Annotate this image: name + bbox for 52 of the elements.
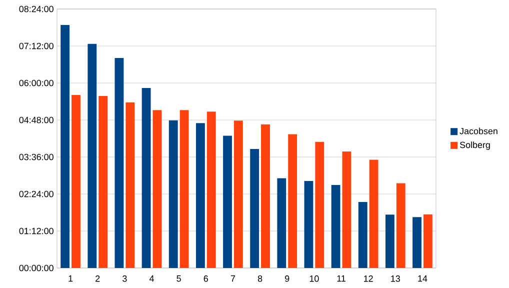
x-tick-label: 8 [258,275,262,282]
legend-label: Jacobsen [460,128,498,134]
bar [223,136,232,268]
bar [126,102,135,268]
x-tick-label: 11 [337,275,346,282]
bar [114,58,124,268]
legend-label: Solberg [460,141,490,150]
bar [385,214,394,268]
y-tick-label: 07:12:00 [19,42,54,50]
bar [196,123,205,268]
bar [152,110,162,268]
y-tick-label: 00:00:00 [19,264,54,272]
bar [315,142,324,268]
bar [88,44,97,268]
bar [234,120,243,268]
bar [396,183,406,268]
x-tick-label: 4 [149,275,154,282]
x-tick-label: 5 [176,275,181,282]
bar [180,110,189,268]
bar [261,124,270,268]
bar [250,148,260,268]
bar [331,185,340,268]
x-tick-label: 13 [391,275,400,282]
x-tick-label: 9 [285,275,290,282]
x-tick-label: 3 [122,275,127,282]
bar [358,202,368,268]
y-tick-label: 06:00:00 [19,80,54,86]
bar [206,112,216,268]
bar [72,95,80,268]
x-tick-label: 2 [96,275,100,282]
bar [288,134,298,268]
y-tick-label: 04:48:00 [19,116,54,124]
bar [342,151,352,268]
y-tick-label: 01:12:00 [19,228,54,234]
bar [98,96,108,268]
y-tick-label: 02:24:00 [19,190,54,198]
x-tick-label: 1 [68,275,73,282]
bar [277,178,286,268]
bar [412,217,422,268]
bar [369,160,378,268]
x-tick-label: 14 [418,275,428,282]
y-tick-label: 08:24:00 [19,6,54,12]
bar [423,214,432,268]
y-tick-label: 03:36:00 [19,154,54,160]
x-tick-label: 7 [230,275,236,282]
bar [60,25,70,268]
x-tick-label: 12 [364,275,373,282]
bar [142,88,151,268]
bar [168,120,178,268]
x-tick-label: 10 [310,275,319,282]
x-tick-label: 6 [204,275,208,282]
bar [304,181,314,268]
